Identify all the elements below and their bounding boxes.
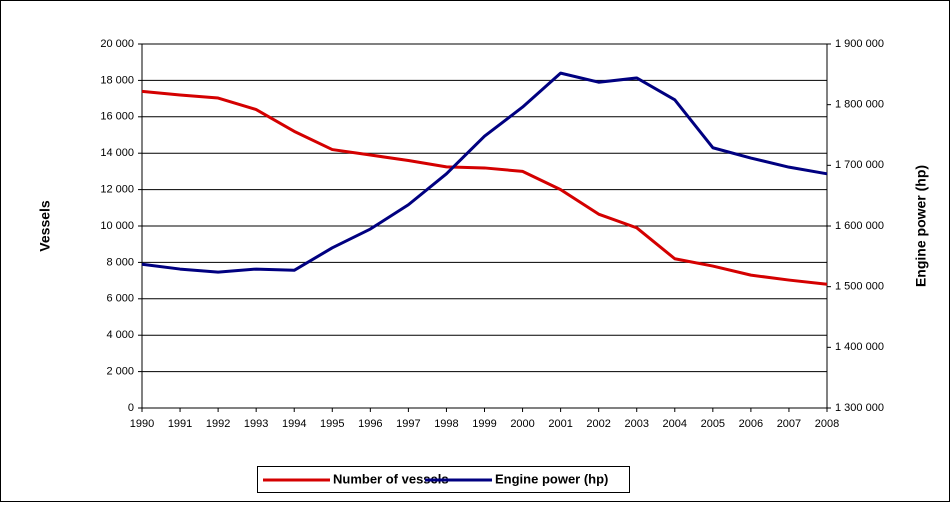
y2-tick-label: 1 300 000 xyxy=(835,402,884,414)
series-line xyxy=(141,89,828,286)
x-tick-label: 1996 xyxy=(358,418,382,430)
x-tick-label: 2001 xyxy=(548,418,572,430)
y-tick-label: 14 000 xyxy=(100,147,134,159)
y2-tick-label: 1 400 000 xyxy=(835,341,884,353)
x-tick-label: 1998 xyxy=(434,418,458,430)
y-tick-label: 8 000 xyxy=(106,256,134,268)
y-tick-label: 10 000 xyxy=(100,220,134,232)
x-tick-label: 2000 xyxy=(510,418,534,430)
x-tick-label: 1999 xyxy=(472,418,496,430)
x-tick-label: 1992 xyxy=(206,418,230,430)
x-tick-label: 2007 xyxy=(777,418,801,430)
y2-tick-label: 1 700 000 xyxy=(835,159,884,171)
y-axis-title: Vessels xyxy=(37,200,53,252)
y-tick-label: 12 000 xyxy=(100,184,134,196)
x-tick-label: 1995 xyxy=(320,418,344,430)
y2-tick-label: 1 600 000 xyxy=(835,220,884,232)
x-tick-label: 1993 xyxy=(244,418,268,430)
y-tick-label: 2 000 xyxy=(106,366,134,378)
x-tick-label: 1997 xyxy=(396,418,420,430)
y-tick-label: 18 000 xyxy=(100,74,134,86)
x-tick-label: 1991 xyxy=(168,418,192,430)
y2-tick-label: 1 500 000 xyxy=(835,281,884,293)
x-tick-label: 1994 xyxy=(282,418,306,430)
x-tick-label: 2004 xyxy=(663,418,687,430)
y-tick-label: 4 000 xyxy=(106,329,134,341)
y2-tick-label: 1 900 000 xyxy=(835,38,884,50)
y-tick-label: 6 000 xyxy=(106,293,134,305)
x-tick-label: 2005 xyxy=(701,418,725,430)
x-tick-label: 2003 xyxy=(624,418,648,430)
x-tick-label: 1990 xyxy=(130,418,154,430)
legend-label: Number of vessels xyxy=(333,471,449,486)
series-line xyxy=(141,71,828,274)
x-tick-label: 2006 xyxy=(739,418,763,430)
y-tick-label: 16 000 xyxy=(100,111,134,123)
y-tick-label: 20 000 xyxy=(100,38,134,50)
y2-tick-label: 1 800 000 xyxy=(835,99,884,111)
y2-axis-title: Engine power (hp) xyxy=(913,165,929,287)
x-tick-label: 2008 xyxy=(815,418,839,430)
legend-label: Engine power (hp) xyxy=(495,471,608,486)
y-tick-label: 0 xyxy=(128,402,134,414)
x-tick-label: 2002 xyxy=(586,418,610,430)
